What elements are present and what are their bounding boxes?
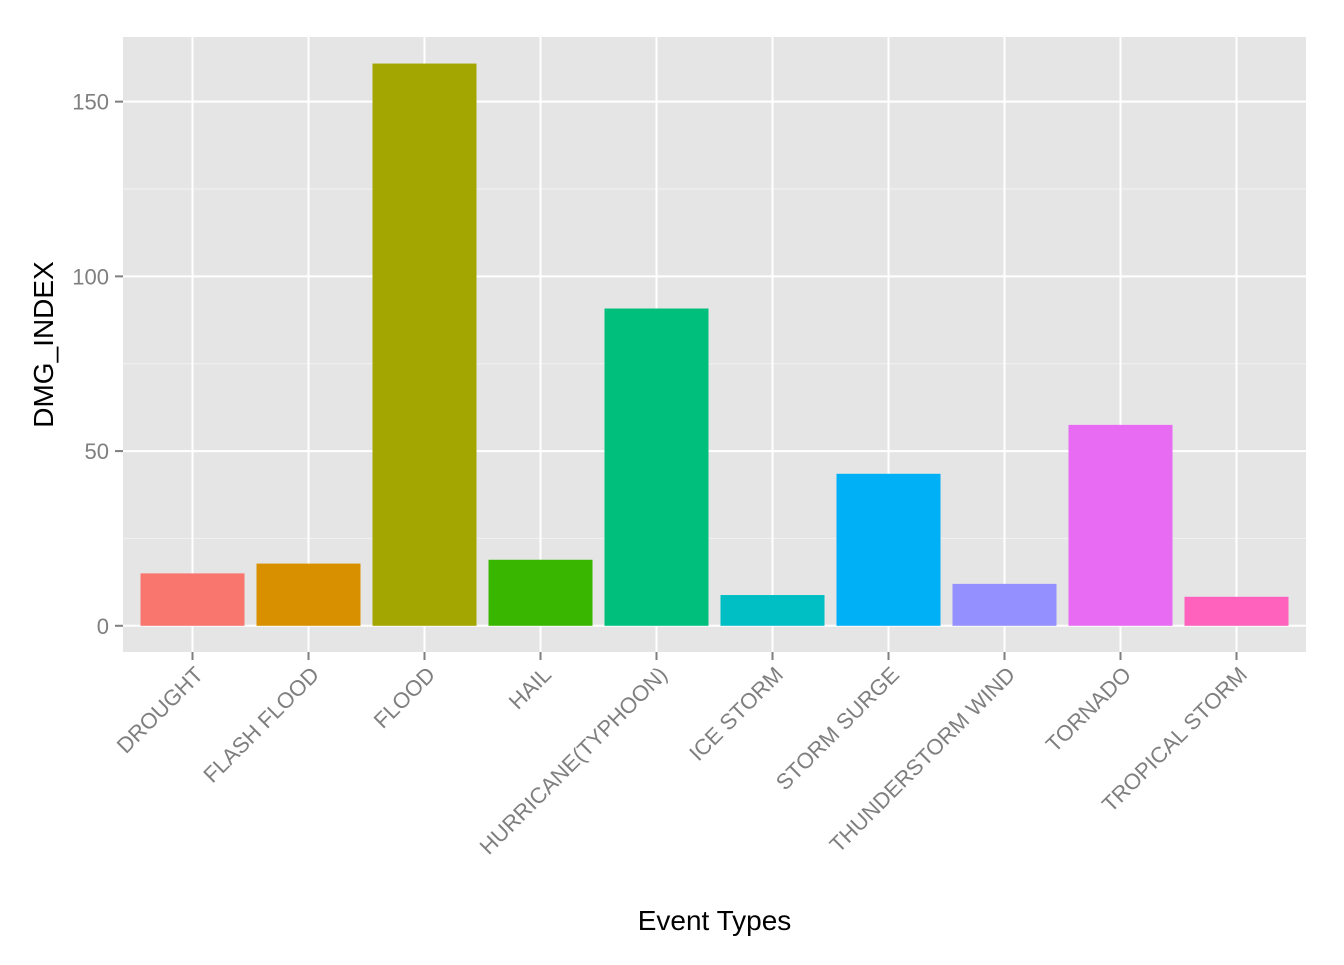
y-axis-title: DMG_INDEX [28, 261, 59, 428]
y-tick-label: 0 [97, 614, 109, 639]
x-tick-label: THUNDERSTORM WIND [825, 662, 1020, 857]
x-tick-label: FLOOD [369, 662, 440, 733]
x-tick-label: HAIL [504, 662, 556, 714]
x-tick-label: DROUGHT [112, 662, 208, 758]
bar [952, 583, 1057, 626]
bar [140, 573, 245, 626]
y-tick-label: 150 [72, 90, 109, 115]
bar [372, 63, 477, 626]
bar [1068, 424, 1173, 626]
bar [836, 473, 941, 626]
x-tick-label: HURRICANE(TYPHOON) [475, 662, 672, 859]
bar [1184, 596, 1289, 626]
y-tick-label: 50 [85, 439, 109, 464]
bar [720, 595, 825, 626]
bar [488, 559, 593, 626]
y-tick-label: 100 [72, 264, 109, 289]
x-axis-title: Event Types [638, 905, 792, 936]
bars [140, 63, 1289, 626]
x-tick-label: FLASH FLOOD [198, 662, 324, 788]
bar [256, 563, 361, 626]
x-tick-label: TORNADO [1041, 662, 1136, 757]
x-tick-label: STORM SURGE [771, 662, 904, 795]
y-axis: 0 50 100 150 [72, 90, 123, 639]
x-tick-label: ICE STORM [684, 662, 788, 766]
bar [604, 308, 709, 626]
